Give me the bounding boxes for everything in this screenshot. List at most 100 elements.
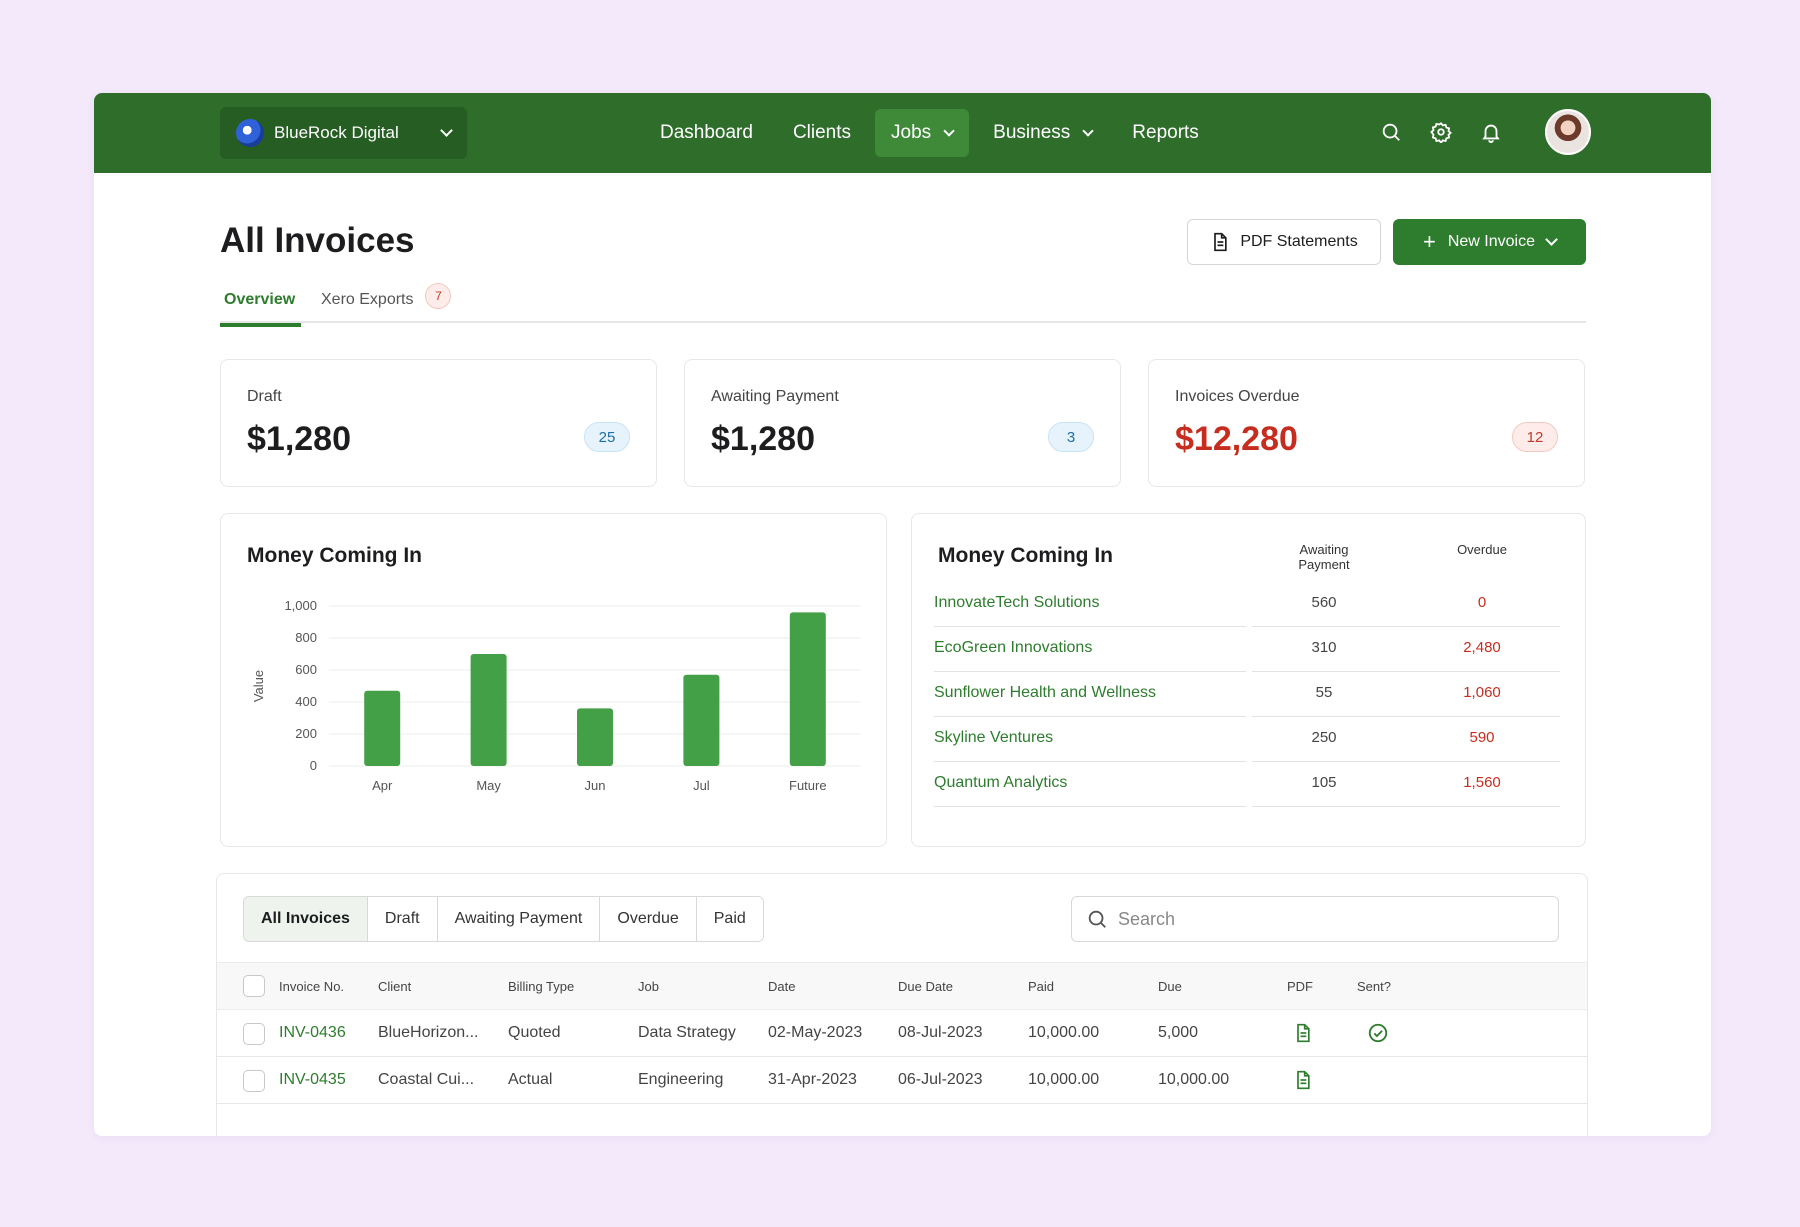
bell-icon[interactable] [1479, 120, 1503, 144]
overdue-value: 1,560 [1463, 774, 1501, 791]
plus-icon: + [1422, 229, 1436, 254]
billing-type-cell: Quoted [508, 1024, 561, 1041]
y-tick-label: 600 [295, 662, 317, 677]
search-icon[interactable] [1379, 120, 1403, 144]
awaiting-value: 55 [1315, 684, 1333, 701]
row-checkbox[interactable] [243, 1023, 265, 1045]
pdf-statements-label: PDF Statements [1240, 233, 1358, 250]
th-paid[interactable]: Paid [1028, 979, 1055, 994]
client-link[interactable]: EcoGreen Innovations [934, 639, 1093, 656]
y-tick-label: 200 [295, 726, 317, 741]
count-badge: 12 [1512, 422, 1558, 452]
stat-card-overdue[interactable]: Invoices Overdue $12,280 12 [1148, 359, 1585, 487]
overdue-value: 0 [1477, 594, 1487, 611]
client-link[interactable]: Skyline Ventures [934, 729, 1054, 746]
tab-xero-exports[interactable]: Xero Exports 7 [321, 283, 452, 321]
client-link[interactable]: InnovateTech Solutions [934, 594, 1100, 611]
th-date[interactable]: Date [768, 979, 796, 994]
overdue-value: 1,060 [1463, 684, 1501, 701]
th-invoice-no[interactable]: Invoice No. [279, 979, 345, 994]
org-logo-icon [236, 119, 264, 147]
table-row[interactable]: INV-0435 Coastal Cui... Actual Engineering 3… [217, 1057, 1587, 1104]
money-table-title: Money Coming In [938, 544, 1113, 567]
invoice-number-link[interactable]: INV-0436 [279, 1024, 346, 1041]
th-client[interactable]: Client [378, 979, 412, 994]
row-checkbox[interactable] [243, 1070, 265, 1092]
nav-jobs[interactable]: Jobs [875, 109, 970, 157]
filter-paid[interactable]: Paid [696, 897, 763, 941]
org-switcher[interactable]: BlueRock Digital [220, 107, 467, 159]
job-cell: Data Strategy [638, 1024, 736, 1041]
th-due-date[interactable]: Due Date [898, 979, 953, 994]
xero-count-badge: 7 [425, 283, 452, 309]
y-tick-label: 1,000 [284, 598, 317, 613]
y-axis-label: Value [251, 670, 266, 702]
row-divider [1252, 626, 1560, 627]
nav-dashboard[interactable]: Dashboard [644, 109, 769, 157]
pdf-file-icon[interactable] [1293, 1069, 1313, 1096]
table-row[interactable]: INV-0436 BlueHorizon... Quoted Data Strateg… [217, 1010, 1587, 1057]
awaiting-value: 250 [1311, 729, 1337, 746]
pdf-file-icon[interactable] [1293, 1022, 1313, 1049]
top-icons [1379, 109, 1591, 155]
money-table-row: Sunflower Health and Wellness 55 1,060 [934, 672, 1560, 717]
new-invoice-button[interactable]: + New Invoice [1393, 219, 1586, 265]
th-pdf: PDF [1287, 979, 1313, 994]
invoice-list-panel: All Invoices Draft Awaiting Payment Overdue… [216, 873, 1588, 1136]
x-tick-label: Apr [372, 778, 393, 793]
document-icon [1214, 232, 1227, 252]
tab-overview[interactable]: Overview [220, 291, 302, 327]
row-divider [934, 806, 1246, 807]
gear-icon[interactable] [1429, 120, 1453, 144]
client-link[interactable]: Sunflower Health and Wellness [934, 684, 1157, 701]
stat-value: $1,280 [711, 420, 815, 458]
filter-draft[interactable]: Draft [367, 897, 438, 941]
th-due[interactable]: Due [1158, 979, 1182, 994]
chevron-down-icon [1545, 233, 1558, 246]
filter-awaiting-payment[interactable]: Awaiting Payment [437, 897, 601, 941]
money-chart-panel: Money Coming In 0 200 400 600 800 1,000 Value A… [220, 513, 887, 847]
search-input[interactable] [1118, 908, 1544, 930]
stat-label: Invoices Overdue [1175, 388, 1300, 405]
client-cell: Coastal Cui... [378, 1071, 475, 1088]
filter-all-invoices[interactable]: All Invoices [244, 897, 368, 941]
stat-value: $1,280 [247, 420, 351, 458]
bar-chart: 0 200 400 600 800 1,000 Value Apr May Jun Jul Futur… [251, 598, 861, 793]
row-divider [1252, 806, 1560, 807]
tab-xero-label: Xero Exports [321, 291, 414, 308]
nav-reports[interactable]: Reports [1116, 109, 1215, 157]
app-window: BlueRock Digital Dashboard Clients Jobs … [94, 93, 1711, 1136]
filter-overdue[interactable]: Overdue [600, 897, 697, 941]
search-box[interactable] [1071, 896, 1559, 942]
due-date-cell: 08-Jul-2023 [898, 1024, 983, 1041]
invoice-number-link[interactable]: INV-0435 [279, 1071, 346, 1088]
row-divider [934, 671, 1246, 672]
x-tick-label: Jul [693, 778, 710, 793]
bar-may [470, 654, 507, 766]
y-tick-label: 400 [295, 694, 317, 709]
stat-value: $12,280 [1175, 420, 1298, 458]
money-table-panel: Money Coming In Awaiting Payment Overdue… [911, 513, 1586, 847]
client-link[interactable]: Quantum Analytics [934, 774, 1068, 791]
stat-label: Draft [247, 388, 282, 405]
awaiting-value: 105 [1311, 774, 1337, 791]
money-table-row: Quantum Analytics 105 1,560 [934, 762, 1560, 807]
row-divider [934, 626, 1246, 627]
chevron-down-icon [943, 124, 955, 137]
th-job[interactable]: Job [638, 979, 659, 994]
stat-card-draft[interactable]: Draft $1,280 25 [220, 359, 657, 487]
overdue-value: 2,480 [1463, 639, 1501, 656]
nav-business[interactable]: Business [977, 109, 1108, 157]
pdf-statements-button[interactable]: PDF Statements [1187, 219, 1381, 265]
select-all-checkbox[interactable] [243, 975, 265, 997]
nav-clients[interactable]: Clients [777, 109, 867, 157]
count-badge: 3 [1048, 422, 1094, 452]
overdue-value: 590 [1469, 729, 1495, 746]
th-billing-type[interactable]: Billing Type [508, 979, 575, 994]
stat-card-awaiting[interactable]: Awaiting Payment $1,280 3 [684, 359, 1121, 487]
user-avatar[interactable] [1545, 109, 1591, 155]
row-divider [1252, 761, 1560, 762]
paid-cell: 10,000.00 [1028, 1071, 1100, 1088]
row-divider [934, 716, 1246, 717]
stat-label: Awaiting Payment [711, 388, 839, 405]
